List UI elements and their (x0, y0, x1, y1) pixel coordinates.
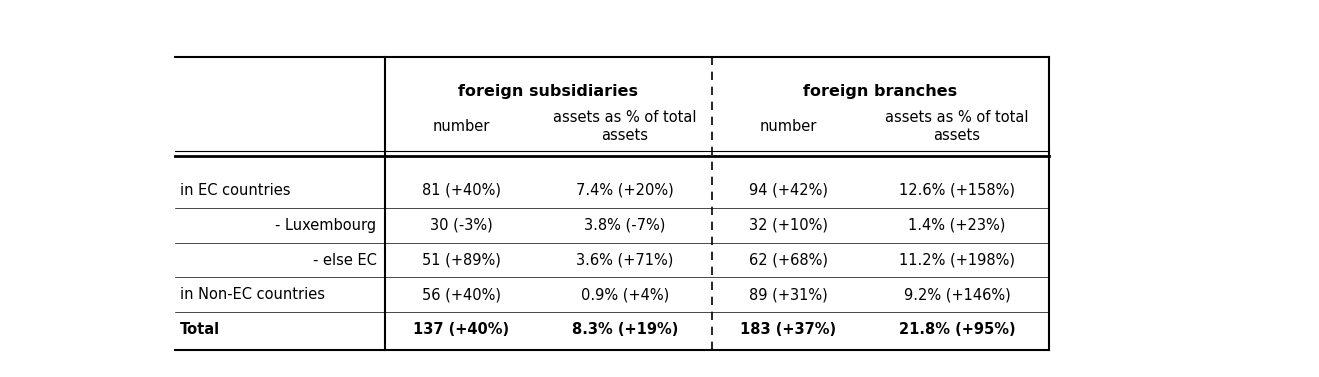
Text: 7.4% (+20%): 7.4% (+20%) (576, 183, 674, 198)
Text: 81 (+40%): 81 (+40%) (422, 183, 501, 198)
Text: - else EC: - else EC (313, 253, 376, 268)
Text: in Non-EC countries: in Non-EC countries (181, 287, 326, 302)
Text: 137 (+40%): 137 (+40%) (413, 322, 509, 337)
Text: 3.8% (-7%): 3.8% (-7%) (584, 218, 666, 233)
Text: - Luxembourg: - Luxembourg (276, 218, 376, 233)
Text: 51 (+89%): 51 (+89%) (422, 253, 501, 268)
Text: 56 (+40%): 56 (+40%) (422, 287, 501, 302)
Text: number: number (433, 119, 489, 134)
Text: 62 (+68%): 62 (+68%) (749, 253, 828, 268)
Text: foreign branches: foreign branches (803, 84, 958, 99)
Text: 32 (+10%): 32 (+10%) (749, 218, 828, 233)
Text: 3.6% (+71%): 3.6% (+71%) (576, 253, 674, 268)
Text: 183 (+37%): 183 (+37%) (740, 322, 836, 337)
Text: 9.2% (+146%): 9.2% (+146%) (904, 287, 1010, 302)
Text: 8.3% (+19%): 8.3% (+19%) (571, 322, 678, 337)
Text: 1.4% (+23%): 1.4% (+23%) (909, 218, 1006, 233)
Text: assets as % of total
assets: assets as % of total assets (885, 110, 1029, 143)
Text: Total: Total (181, 322, 220, 337)
Text: 30 (-3%): 30 (-3%) (430, 218, 493, 233)
Text: 0.9% (+4%): 0.9% (+4%) (580, 287, 669, 302)
Text: 94 (+42%): 94 (+42%) (749, 183, 828, 198)
Text: 11.2% (+198%): 11.2% (+198%) (900, 253, 1016, 268)
Text: in EC countries: in EC countries (181, 183, 290, 198)
Text: number: number (760, 119, 816, 134)
Text: 12.6% (+158%): 12.6% (+158%) (900, 183, 1016, 198)
Text: assets as % of total
assets: assets as % of total assets (553, 110, 696, 143)
Text: 89 (+31%): 89 (+31%) (749, 287, 828, 302)
Text: 21.8% (+95%): 21.8% (+95%) (898, 322, 1016, 337)
Text: foreign subsidiaries: foreign subsidiaries (458, 84, 638, 99)
